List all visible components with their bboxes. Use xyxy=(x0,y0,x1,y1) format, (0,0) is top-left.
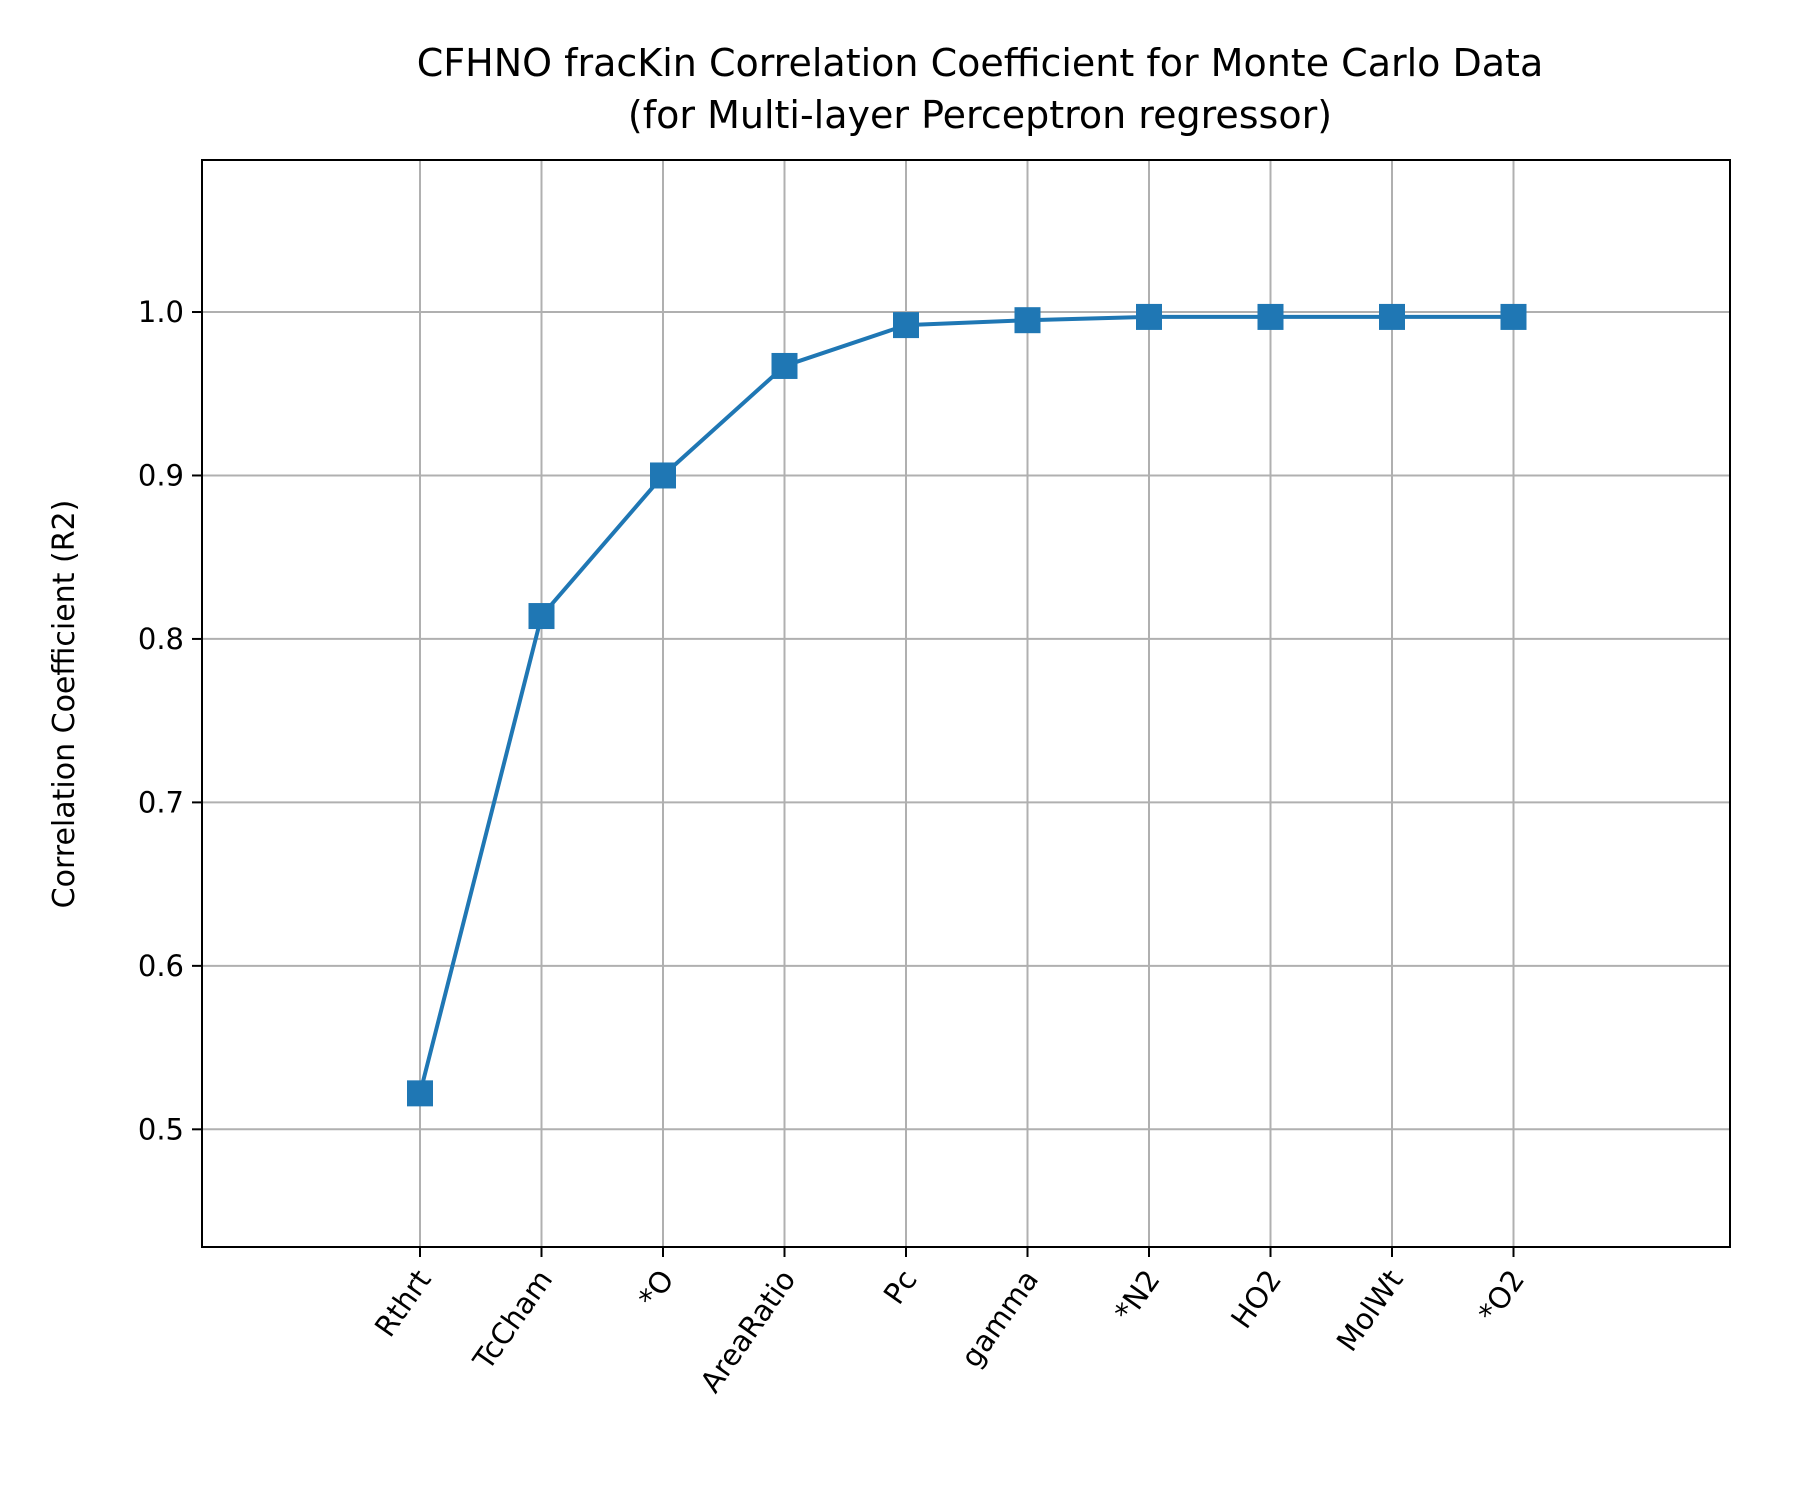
data-point-marker xyxy=(528,603,555,630)
y-tick-label: 0.7 xyxy=(138,785,184,819)
series xyxy=(407,303,1527,1107)
x-tick-label: HO2 xyxy=(1224,1264,1288,1335)
data-point-marker xyxy=(1136,303,1162,330)
y-tick-label: 0.8 xyxy=(138,622,184,656)
y-tick-label: 0.6 xyxy=(138,949,184,983)
grid xyxy=(202,160,1730,1247)
data-point-marker xyxy=(650,462,676,489)
data-point-marker xyxy=(1500,303,1527,330)
data-point-marker xyxy=(407,1080,433,1107)
y-tick-label: 0.5 xyxy=(138,1112,184,1146)
data-point-marker xyxy=(1379,303,1405,330)
chart-subtitle: (for Multi-layer Perceptron regressor) xyxy=(628,93,1332,137)
y-tick-label: 0.9 xyxy=(138,458,184,492)
data-point-marker xyxy=(1257,303,1284,330)
y-axis-label: Correlation Coefficient (R2) xyxy=(47,500,82,909)
x-tick-label: *O xyxy=(631,1264,680,1314)
x-tick-label: AreaRatio xyxy=(693,1264,802,1399)
data-point-marker xyxy=(771,352,798,379)
data-point-marker xyxy=(1014,307,1041,334)
x-tick-label: *O2 xyxy=(1471,1264,1531,1329)
series-line xyxy=(418,314,1514,1094)
chart-title: CFHNO fracKin Correlation Coefficient fo… xyxy=(417,41,1543,85)
y-tick-label: 1.0 xyxy=(138,295,184,329)
x-tick-label: gamma xyxy=(954,1264,1045,1374)
x-tick-label: TcCham xyxy=(466,1264,559,1377)
x-tick-label: Rthrt xyxy=(368,1264,438,1343)
plot-frame xyxy=(201,159,1731,1248)
x-tick-label: MolWt xyxy=(1330,1264,1410,1358)
x-tick-label: Pc xyxy=(877,1264,924,1311)
axis-ticks: Rthrt TcCham *O AreaRatio Pc gamma *N2 HO2 MolWt… xyxy=(138,295,1531,1399)
x-tick-label: *N2 xyxy=(1108,1264,1167,1328)
data-point-marker xyxy=(893,312,919,339)
